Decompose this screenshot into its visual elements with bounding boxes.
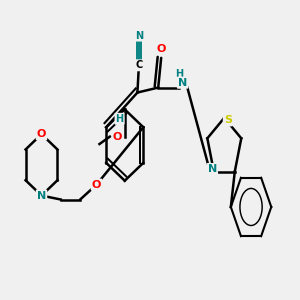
Text: N: N xyxy=(37,190,46,201)
Text: H: H xyxy=(116,114,124,124)
Text: O: O xyxy=(92,180,101,190)
Text: O: O xyxy=(112,132,122,142)
Text: H: H xyxy=(175,69,183,79)
Text: N: N xyxy=(135,31,143,40)
Text: C: C xyxy=(135,60,142,70)
Text: O: O xyxy=(37,129,46,139)
Text: O: O xyxy=(157,44,166,54)
Text: N: N xyxy=(208,164,217,174)
Text: N: N xyxy=(178,78,187,88)
Text: S: S xyxy=(224,115,232,125)
